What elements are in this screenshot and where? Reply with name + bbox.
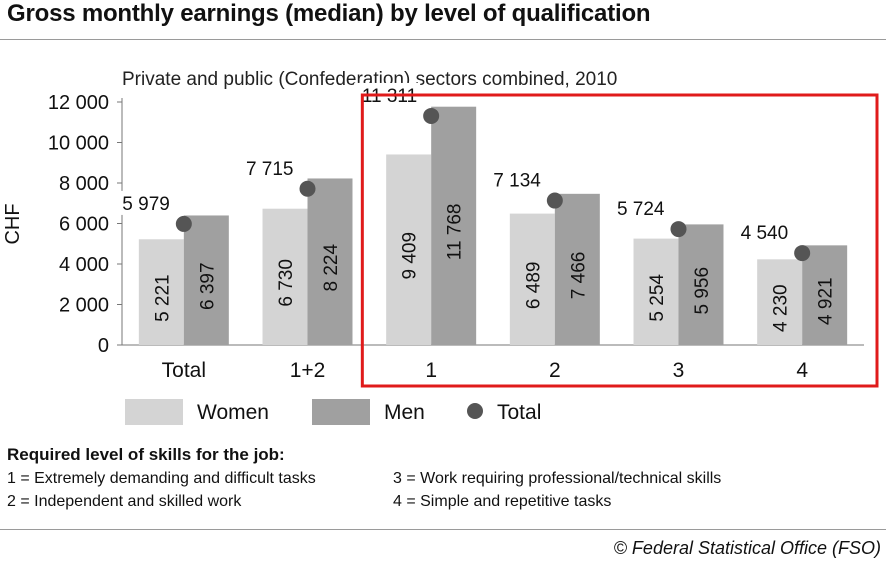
data-label-men: 8 224	[321, 244, 342, 292]
note-3: 3 = Work requiring professional/technica…	[393, 470, 722, 487]
y-tick-label: 6 000	[59, 214, 109, 236]
x-tick-label: 1+2	[290, 359, 326, 382]
y-tick-label: 2 000	[59, 295, 109, 317]
bar-men	[183, 215, 229, 345]
bar-women	[757, 259, 803, 345]
total-label-box	[230, 155, 297, 180]
legend-label-men: Men	[384, 401, 425, 424]
x-tick-label: 4	[796, 359, 808, 382]
bar-women	[386, 154, 432, 345]
bottom-rule	[0, 529, 886, 530]
legend-label-women: Women	[197, 401, 269, 424]
bar-women	[509, 213, 555, 345]
legend-marker-total	[467, 403, 483, 419]
total-marker	[546, 192, 563, 209]
total-label-box	[725, 220, 792, 245]
bar-chart: Private and public (Confederation) secto…	[2, 69, 879, 425]
x-tick-label: 1	[425, 359, 437, 382]
x-tick-label: 3	[673, 359, 685, 382]
data-label-women: 4 230	[771, 284, 792, 332]
x-tick-label: Total	[162, 359, 206, 382]
total-label-box	[601, 196, 668, 221]
data-label-women: 5 254	[647, 274, 668, 322]
bar-men	[431, 106, 477, 345]
legend-swatch-men	[312, 399, 370, 425]
y-axis-title: CHF	[2, 203, 24, 244]
note-1: 1 = Extremely demanding and difficult ta…	[7, 470, 316, 487]
bar-women	[138, 239, 184, 345]
chart-subtitle: Private and public (Confederation) secto…	[122, 69, 617, 90]
bar-women	[633, 238, 679, 345]
total-label-box	[106, 190, 173, 215]
total-marker	[175, 215, 192, 232]
total-marker	[423, 107, 440, 124]
total-label: 5 979	[122, 194, 170, 215]
data-label-women: 6 730	[276, 259, 297, 307]
note-2: 2 = Independent and skilled work	[7, 493, 242, 510]
total-label-box	[477, 167, 544, 192]
data-label-women: 5 221	[152, 274, 173, 322]
y-tick-label: 10 000	[48, 133, 109, 155]
data-label-men: 5 956	[692, 267, 713, 315]
total-marker	[794, 245, 811, 262]
data-label-men: 11 768	[445, 203, 466, 260]
data-label-men: 6 397	[197, 262, 218, 310]
data-label-men: 4 921	[816, 277, 837, 325]
bar-women	[262, 208, 308, 345]
note-4: 4 = Simple and repetitive tasks	[393, 493, 612, 510]
x-tick-label: 2	[549, 359, 561, 382]
highlight-box	[360, 93, 879, 388]
source-credit: © Federal Statistical Office (FSO)	[613, 538, 881, 558]
legend-swatch-women	[125, 399, 183, 425]
total-label: 7 715	[246, 159, 294, 180]
total-label: 7 134	[493, 171, 541, 192]
y-tick-label: 4 000	[59, 254, 109, 276]
y-tick-label: 0	[98, 335, 109, 357]
total-marker	[670, 221, 687, 238]
chart-title: Gross monthly earnings (median) by level…	[7, 0, 651, 27]
legend-label-total: Total	[497, 401, 541, 424]
y-tick-label: 12 000	[48, 92, 109, 114]
total-marker	[299, 180, 316, 197]
top-rule	[0, 39, 886, 40]
bar-men	[802, 245, 848, 345]
total-label: 4 540	[741, 223, 789, 244]
bar-men	[678, 224, 724, 345]
notes-heading: Required level of skills for the job:	[7, 445, 285, 464]
bar-men	[307, 178, 353, 345]
y-tick-label: 8 000	[59, 173, 109, 195]
data-label-men: 7 466	[568, 252, 589, 300]
total-label: 5 724	[617, 199, 665, 220]
data-label-women: 9 409	[400, 232, 421, 280]
data-label-women: 6 489	[523, 262, 544, 310]
bar-men	[554, 193, 600, 345]
